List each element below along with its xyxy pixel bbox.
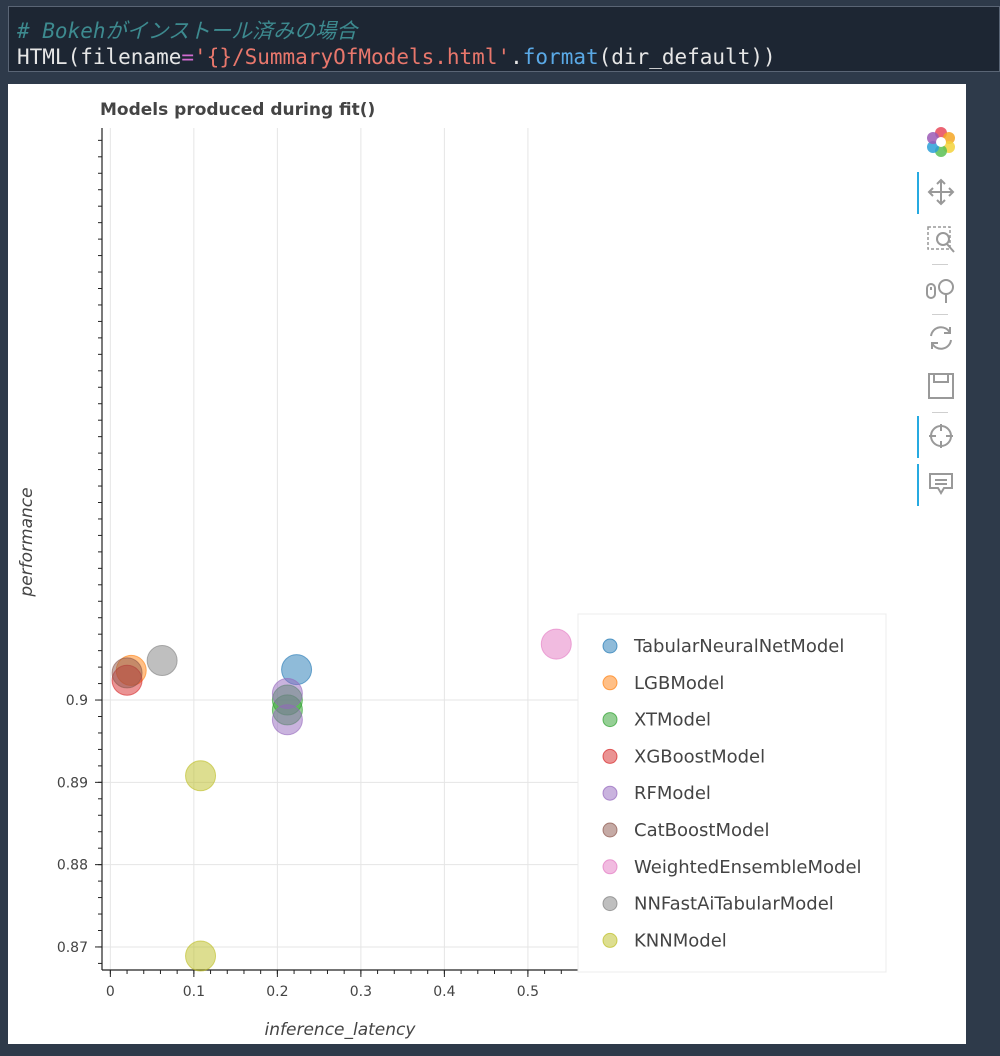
plot-toolbar <box>916 120 966 520</box>
data-point[interactable] <box>146 645 178 677</box>
x-tick-label: 0 <box>106 984 115 1000</box>
data-point[interactable] <box>185 940 217 972</box>
code-arg-name: (filename <box>67 45 182 69</box>
code-dot: . <box>510 45 523 69</box>
code-method: format <box>522 45 599 69</box>
legend-swatch <box>602 675 618 691</box>
bokeh-logo-icon[interactable] <box>916 120 966 164</box>
scatter-plot[interactable]: Models produced during fit() 0 0.1 0.2 0.3 0… <box>8 84 966 1044</box>
y-axis-label: performance <box>17 487 37 597</box>
legend-swatch <box>602 932 618 948</box>
legend-swatch <box>602 785 618 801</box>
legend-swatch <box>602 748 618 764</box>
y-tick-label: 0.9 <box>66 693 88 709</box>
data-point[interactable] <box>271 704 303 736</box>
code-equals: = <box>181 45 195 69</box>
x-tick-label: 0.3 <box>350 984 372 1000</box>
code-comment: # Bokehがインストール済みの場合 <box>17 19 358 43</box>
x-tick-label: 0.4 <box>433 984 455 1000</box>
data-point[interactable] <box>111 657 143 689</box>
crosshair-icon[interactable] <box>916 414 966 458</box>
legend-label: XGBoostModel <box>634 746 765 767</box>
legend-label: TabularNeuralNetModel <box>633 636 844 657</box>
x-axis-label: inference_latency <box>265 1020 417 1040</box>
y-tick-label: 0.88 <box>57 858 88 874</box>
legend-swatch <box>602 638 618 654</box>
legend-box <box>577 613 887 973</box>
legend-swatch <box>602 712 618 728</box>
legend-label: XTModel <box>634 710 711 731</box>
output-panel: Models produced during fit() 0 0.1 0.2 0.3 0… <box>8 84 966 1044</box>
x-tick-label: 0.1 <box>183 984 205 1000</box>
legend-label: NNFastAiTabularModel <box>634 894 834 915</box>
legend-items: TabularNeuralNetModel LGBModel XTModel XGBo… <box>602 636 862 951</box>
legend-swatch <box>602 859 618 875</box>
legend[interactable]: TabularNeuralNetModel LGBModel XTModel XGBo… <box>577 613 887 973</box>
axes: 0 0.1 0.2 0.3 0.4 0.5 0.87 0.88 0.89 0.9 <box>57 128 578 1000</box>
x-tick-label: 0.5 <box>517 984 539 1000</box>
legend-label: CatBoostModel <box>634 820 770 841</box>
hover-icon[interactable] <box>916 462 966 506</box>
code-fn-name: HTML <box>17 45 68 69</box>
y-tick-label: 0.89 <box>57 775 88 791</box>
data-point[interactable] <box>271 677 303 709</box>
legend-label: WeightedEnsembleModel <box>634 857 862 878</box>
legend-swatch <box>602 822 618 838</box>
code-call-line: HTML(filename='{}/SummaryOfModels.html'.… <box>17 45 776 69</box>
data-point[interactable] <box>185 760 217 792</box>
x-tick-label: 0.2 <box>266 984 288 1000</box>
legend-label: LGBModel <box>634 673 724 694</box>
data-points <box>111 628 572 972</box>
wheel-zoom-icon[interactable] <box>916 268 966 312</box>
code-string: '{}/SummaryOfModels.html' <box>194 45 511 69</box>
save-icon[interactable] <box>916 364 966 408</box>
chart-title: Models produced during fit() <box>100 100 375 120</box>
grid-lines <box>102 128 578 970</box>
legend-swatch <box>602 896 618 912</box>
legend-label: KNNModel <box>634 930 727 951</box>
legend-label: RFModel <box>634 783 711 804</box>
pan-icon[interactable] <box>916 170 966 214</box>
y-tick-label: 0.87 <box>57 940 88 956</box>
code-args: (dir_default)) <box>598 45 776 69</box>
box-zoom-icon[interactable] <box>916 218 966 262</box>
data-point[interactable] <box>540 628 572 660</box>
code-cell[interactable]: # Bokehがインストール済みの場合 HTML(filename='{}/Su… <box>8 6 1000 72</box>
reset-icon[interactable] <box>916 316 966 360</box>
